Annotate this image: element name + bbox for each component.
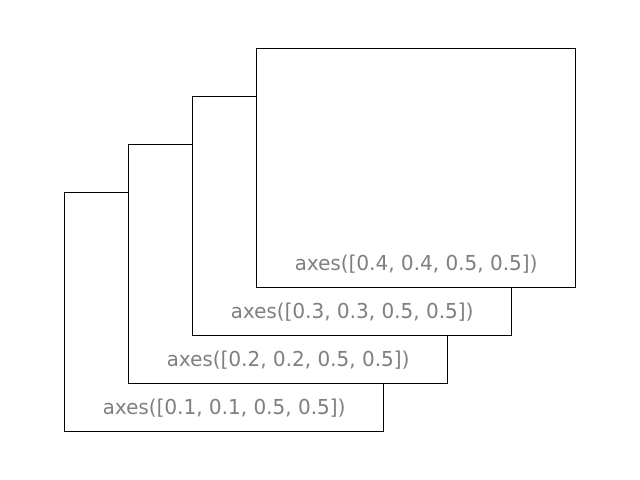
- axes-label-2: axes([0.2, 0.2, 0.5, 0.5]): [166, 347, 410, 371]
- axes-box-4: axes([0.4, 0.4, 0.5, 0.5]): [256, 48, 576, 288]
- axes-label-4: axes([0.4, 0.4, 0.5, 0.5]): [294, 251, 538, 275]
- axes-label-3: axes([0.3, 0.3, 0.5, 0.5]): [230, 299, 474, 323]
- axes-label-1: axes([0.1, 0.1, 0.5, 0.5]): [102, 395, 346, 419]
